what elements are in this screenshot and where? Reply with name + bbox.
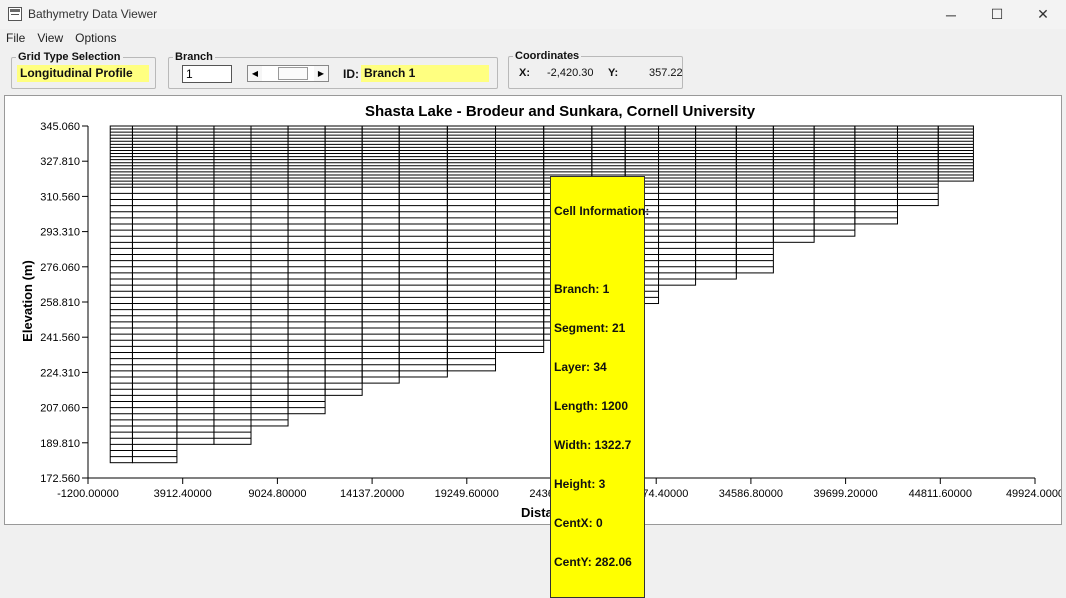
y-tick-label: 224.310: [40, 367, 80, 379]
x-tick-label: 39699.20000: [813, 488, 877, 500]
grid-type-field[interactable]: Longitudinal Profile: [17, 65, 149, 82]
close-button[interactable]: ✕: [1037, 6, 1049, 22]
y-tick-label: 207.060: [40, 403, 80, 415]
menu-view[interactable]: View: [37, 31, 64, 45]
x-tick-label: -1200.00000: [57, 488, 119, 500]
x-tick-label: 49924.0000: [1006, 488, 1061, 500]
plot-panel[interactable]: Shasta Lake - Brodeur and Sunkara, Corne…: [4, 95, 1064, 598]
title-bar: Bathymetry Data Viewer ─ ☐ ✕: [0, 0, 1066, 29]
maximize-button[interactable]: ☐: [990, 6, 1004, 22]
cell-info-length: Length: 1200: [554, 399, 629, 413]
y-tick-label: 189.810: [40, 438, 80, 450]
branch-scrollbar[interactable]: ◀ ▶: [247, 65, 329, 82]
x-tick-label: 34586.80000: [719, 488, 783, 500]
scroll-thumb[interactable]: [278, 67, 308, 80]
y-tick-label: 241.560: [40, 332, 80, 344]
bathymetry-chart[interactable]: Shasta Lake - Brodeur and Sunkara, Corne…: [5, 96, 1064, 524]
grid-type-label: Grid Type Selection: [16, 51, 123, 63]
y-tick-label: 293.310: [40, 227, 80, 239]
segment-column: [131, 125, 178, 464]
coord-x-value: -2,420.30: [547, 67, 594, 79]
cell-info-branch: Branch: 1: [554, 282, 610, 296]
app-grid-icon: [8, 7, 22, 21]
branch-group: Branch 1 ◀ ▶ ID: Branch 1: [168, 51, 498, 89]
cell-info-height: Height: 3: [554, 477, 606, 491]
cell-info-tooltip: Cell Information: Branch: 1 Segment: 21 …: [550, 176, 650, 598]
axes: 172.560 189.810 207.060 224.310 241.560 258.8…: [40, 121, 1064, 500]
segment-column: [398, 125, 448, 378]
cell-info-segment: Segment: 21: [554, 321, 626, 335]
y-tick-label: 310.560: [40, 191, 80, 203]
segment-column: [250, 125, 289, 427]
y-tick-label: 172.560: [40, 473, 80, 485]
branch-id-label: ID:: [343, 67, 359, 81]
scroll-left-icon[interactable]: ◀: [248, 66, 262, 81]
y-tick-label: 327.810: [40, 156, 80, 168]
cell-info-header: Cell Information:: [554, 204, 650, 218]
segment-column: [109, 125, 133, 464]
grid-cells: [109, 125, 974, 464]
chart-title: Shasta Lake - Brodeur and Sunkara, Corne…: [365, 103, 756, 120]
segment-column: [695, 125, 737, 280]
coord-x-label: X:: [519, 67, 530, 79]
x-tick-label: 14137.20000: [340, 488, 404, 500]
x-tick-label: 19249.60000: [435, 488, 499, 500]
menu-file[interactable]: File: [6, 31, 26, 45]
minimize-button[interactable]: ─: [946, 6, 956, 23]
x-tick-label: 44811.60000: [909, 488, 972, 500]
cell-info-width: Width: 1322.7: [554, 438, 632, 452]
grid-type-group: Grid Type Selection Longitudinal Profile: [11, 51, 156, 89]
branch-id-field: Branch 1: [361, 65, 489, 82]
scroll-right-icon[interactable]: ▶: [314, 66, 328, 81]
y-tick-label: 345.060: [40, 121, 80, 133]
menu-bar: File View Options: [0, 29, 1066, 48]
cell-info-centx: CentX: 0: [554, 516, 603, 530]
coord-y-value: 357.22: [649, 67, 683, 79]
x-tick-label: 3912.40000: [154, 488, 212, 500]
y-tick-label: 276.060: [40, 262, 80, 274]
coordinates-label: Coordinates: [513, 50, 582, 62]
branch-input[interactable]: 1: [182, 65, 232, 83]
window-title: Bathymetry Data Viewer: [28, 7, 158, 21]
coordinates-group: Coordinates X: -2,420.30 Y: 357.22: [508, 50, 683, 89]
cell-info-centy: CentY: 282.06: [554, 555, 632, 569]
menu-options[interactable]: Options: [75, 31, 117, 45]
coord-y-label: Y:: [608, 67, 619, 79]
y-axis-label: Elevation (m): [20, 260, 35, 342]
y-tick-label: 258.810: [40, 297, 80, 309]
branch-label: Branch: [173, 51, 215, 63]
cell-info-layer: Layer: 34: [554, 360, 607, 374]
x-tick-label: 9024.80000: [248, 488, 306, 500]
